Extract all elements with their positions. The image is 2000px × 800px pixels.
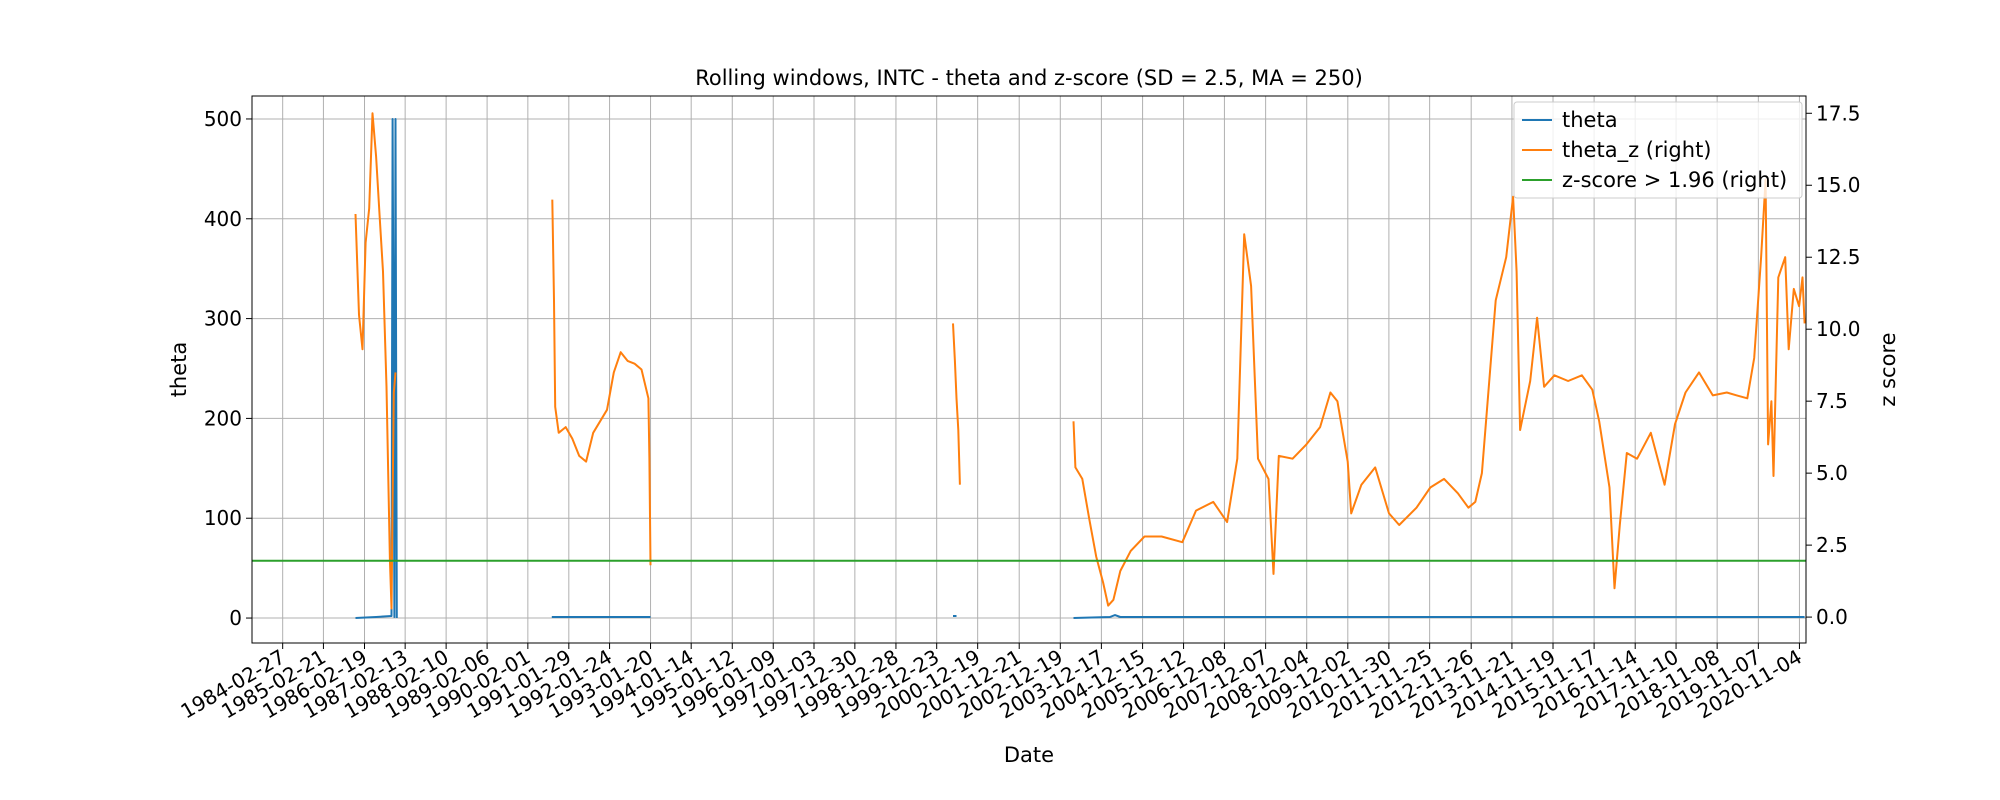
y-left-tick-label: 100 (204, 506, 242, 530)
y-right-tick-label: 12.5 (1816, 245, 1861, 269)
axes: 1984-02-271985-02-211986-02-191987-02-13… (177, 101, 1861, 723)
legend: theta theta_z (right) z-score > 1.96 (righ… (1513, 101, 1803, 199)
y-left-tick-label: 400 (204, 207, 242, 231)
y-right-tick-label: 15.0 (1816, 173, 1861, 197)
y-left-tick-label: 500 (204, 107, 242, 131)
y-left-tick-label: 0 (229, 606, 242, 630)
series-theta-z-right (354, 112, 1806, 610)
series-line-segment (1072, 178, 1806, 607)
y-right-tick-label: 2.5 (1816, 533, 1848, 557)
x-axis-label: Date (1004, 743, 1054, 767)
y-right-tick-label: 5.0 (1816, 461, 1848, 485)
y-right-tick-label: 0.0 (1816, 605, 1848, 629)
legend-box (1513, 101, 1803, 199)
y-left-tick-label: 200 (204, 406, 242, 430)
y-left-tick-label: 300 (204, 307, 242, 331)
legend-label: theta (1562, 108, 1618, 132)
plot-lines (252, 112, 1806, 619)
series-line-segment (1073, 614, 1805, 619)
series-line-segment (952, 323, 961, 485)
series-line-segment (551, 199, 652, 566)
legend-label: theta_z (right) (1562, 138, 1712, 163)
y-right-tick-label: 17.5 (1816, 101, 1861, 125)
series-theta (355, 118, 1805, 619)
y-axis-label-left: theta (167, 342, 191, 398)
y-right-tick-label: 7.5 (1816, 389, 1848, 413)
plot-frame (251, 95, 1807, 644)
y-right-tick-label: 10.0 (1816, 317, 1861, 341)
y-axis-label-right: z score (1876, 332, 1900, 406)
series-line-segment (355, 118, 398, 619)
legend-label: z-score > 1.96 (right) (1562, 168, 1787, 192)
chart-title: Rolling windows, INTC - theta and z-scor… (695, 66, 1363, 90)
series-line-segment (354, 112, 397, 610)
